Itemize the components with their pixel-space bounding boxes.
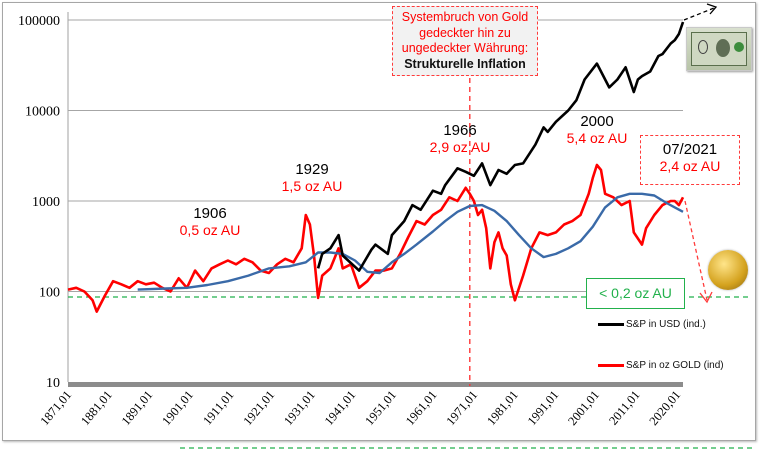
y-tick-label: 1000 [32,195,60,210]
x-tick-label: 1871,01 [37,388,74,428]
annotation-value: 2,9 oz AU [429,139,491,155]
x-tick-label: 1981,01 [484,388,521,428]
annotation-year: 07/2021 [662,141,718,158]
x-tick-label: 2020,01 [646,388,683,428]
annotation-year: 1929 [295,161,329,178]
legend-label: S&P in USD (ind.) [626,319,706,330]
annotation-year: 1966 [443,122,477,139]
annotation-value: 0,5 oz AU [179,222,241,238]
x-tick-label: 1961,01 [403,388,440,428]
x-axis-bar [68,382,683,387]
x-tick-label: 1971,01 [443,388,480,428]
annotation-1906: 1906 0,5 oz AU [160,205,260,239]
series-sp-gold [67,163,685,313]
gold-trend-arrow [684,200,708,301]
x-tick-label: 1911,01 [200,388,237,428]
y-tick-label: 10 [46,376,60,391]
x-tick-label: 1941,01 [322,388,359,428]
legend-label: S&P in oz GOLD (ind) [626,360,724,371]
y-tick-label: 100000 [18,14,60,29]
x-tick-label: 1921,01 [240,388,277,428]
callout-line-3: ungedeckter Währung: [401,41,529,55]
x-tick-label: 1881,01 [78,388,115,428]
callout-bold: Strukturelle Inflation [404,56,526,71]
annotation-1966: 1966 2,9 oz AU [410,122,510,156]
x-tick-label: 2011,01 [606,388,643,428]
annotation-year: 1906 [193,205,227,222]
x-tick-label: 1991,01 [525,388,562,428]
gold-coin-image [708,250,748,290]
annotation-year: 2000 [580,113,614,130]
y-tick-label: 10000 [25,105,60,120]
y-tick-label: 100 [39,286,60,301]
legend-swatch [598,322,624,326]
usd-arrow-head [706,3,718,15]
x-tick-label: 1951,01 [362,388,399,428]
callout-line-2: gedeckter hin zu [419,25,511,40]
gold-arrow-head [699,291,713,304]
x-tick-label: 1901,01 [159,388,196,428]
system-break-callout: Systembruch von Gold gedeckter hin zu un… [392,6,538,76]
chart-frame [2,2,756,441]
series-trend [137,192,684,291]
annotation-07-2021: 07/2021 2,4 oz AU [640,135,740,185]
callout-line-1: Systembruch von Gold [401,10,529,24]
x-tick-label: 1931,01 [281,388,318,428]
annotation-value: 1,5 oz AU [281,178,343,194]
usd-trend-arrow [683,7,715,21]
legend-item-gold: S&P in oz GOLD (ind) [598,360,724,371]
annotation-value: 2,4 oz AU [659,158,721,174]
legend-swatch [598,363,624,367]
legend-item-usd: S&P in USD (ind.) [598,319,706,330]
x-tick-label: 2001,01 [565,388,602,428]
annotation-1929: 1929 1,5 oz AU [262,161,362,195]
annotation-2000: 2000 5,4 oz AU [547,113,647,147]
x-tick-label: 1891,01 [119,388,156,428]
reference-line-label: < 0,2 oz AU [586,278,685,309]
dollar-bill-image [686,27,752,71]
annotation-value: 5,4 oz AU [566,130,628,146]
